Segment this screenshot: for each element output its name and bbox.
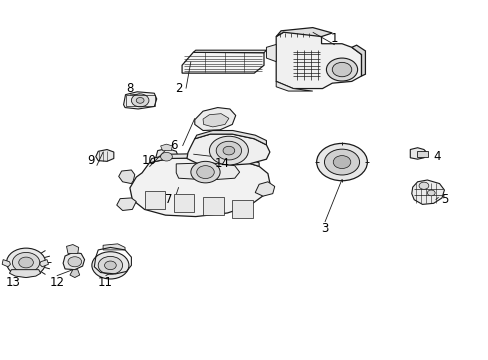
Polygon shape (276, 32, 361, 89)
Circle shape (427, 190, 434, 196)
Polygon shape (63, 252, 84, 270)
Circle shape (196, 166, 214, 179)
Circle shape (316, 143, 366, 181)
Circle shape (160, 152, 172, 161)
Circle shape (6, 248, 45, 277)
Polygon shape (173, 194, 194, 212)
Polygon shape (194, 108, 235, 131)
Polygon shape (2, 260, 10, 267)
Polygon shape (232, 200, 252, 218)
Circle shape (216, 141, 241, 160)
Polygon shape (66, 244, 79, 253)
Polygon shape (351, 45, 365, 76)
Text: 9: 9 (87, 154, 95, 167)
Circle shape (68, 257, 81, 267)
Polygon shape (9, 270, 41, 278)
Polygon shape (160, 144, 172, 150)
Text: 14: 14 (215, 157, 229, 170)
Polygon shape (182, 52, 264, 73)
Circle shape (136, 98, 144, 103)
Circle shape (19, 257, 33, 268)
Polygon shape (96, 149, 114, 161)
Polygon shape (411, 180, 444, 204)
Polygon shape (156, 148, 178, 164)
Text: 12: 12 (49, 276, 64, 289)
Polygon shape (176, 163, 239, 180)
Polygon shape (203, 114, 228, 127)
Polygon shape (40, 260, 48, 267)
Polygon shape (103, 244, 125, 250)
Text: 11: 11 (98, 276, 113, 289)
Circle shape (324, 149, 359, 175)
Polygon shape (255, 182, 274, 196)
Bar (416, 151, 427, 157)
Circle shape (326, 58, 357, 81)
Circle shape (92, 252, 129, 279)
Circle shape (104, 261, 116, 270)
Polygon shape (194, 131, 266, 145)
Circle shape (331, 62, 351, 77)
Bar (126, 95, 155, 107)
Polygon shape (149, 153, 259, 166)
Polygon shape (144, 192, 164, 210)
Text: 2: 2 (175, 82, 182, 95)
Polygon shape (203, 197, 223, 215)
Text: 8: 8 (126, 82, 133, 95)
Circle shape (131, 94, 149, 107)
Circle shape (418, 182, 428, 189)
Text: 7: 7 (165, 193, 172, 206)
Polygon shape (117, 198, 136, 211)
Text: 4: 4 (432, 150, 440, 163)
Circle shape (12, 252, 40, 273)
Text: 3: 3 (321, 222, 328, 235)
Text: 6: 6 (170, 139, 177, 152)
Polygon shape (276, 81, 312, 91)
Circle shape (98, 256, 122, 274)
Polygon shape (409, 148, 427, 159)
Text: 1: 1 (330, 32, 338, 45)
Text: 13: 13 (5, 276, 20, 289)
Circle shape (223, 146, 234, 155)
Polygon shape (186, 134, 269, 166)
Polygon shape (119, 170, 135, 184)
Circle shape (332, 156, 350, 168)
Circle shape (209, 136, 248, 165)
Text: 5: 5 (440, 193, 447, 206)
Polygon shape (130, 158, 269, 217)
Polygon shape (70, 270, 80, 278)
Circle shape (190, 161, 220, 183)
Polygon shape (193, 50, 266, 53)
Polygon shape (276, 28, 331, 37)
Polygon shape (123, 92, 157, 109)
Text: 10: 10 (142, 154, 157, 167)
Polygon shape (266, 44, 276, 62)
